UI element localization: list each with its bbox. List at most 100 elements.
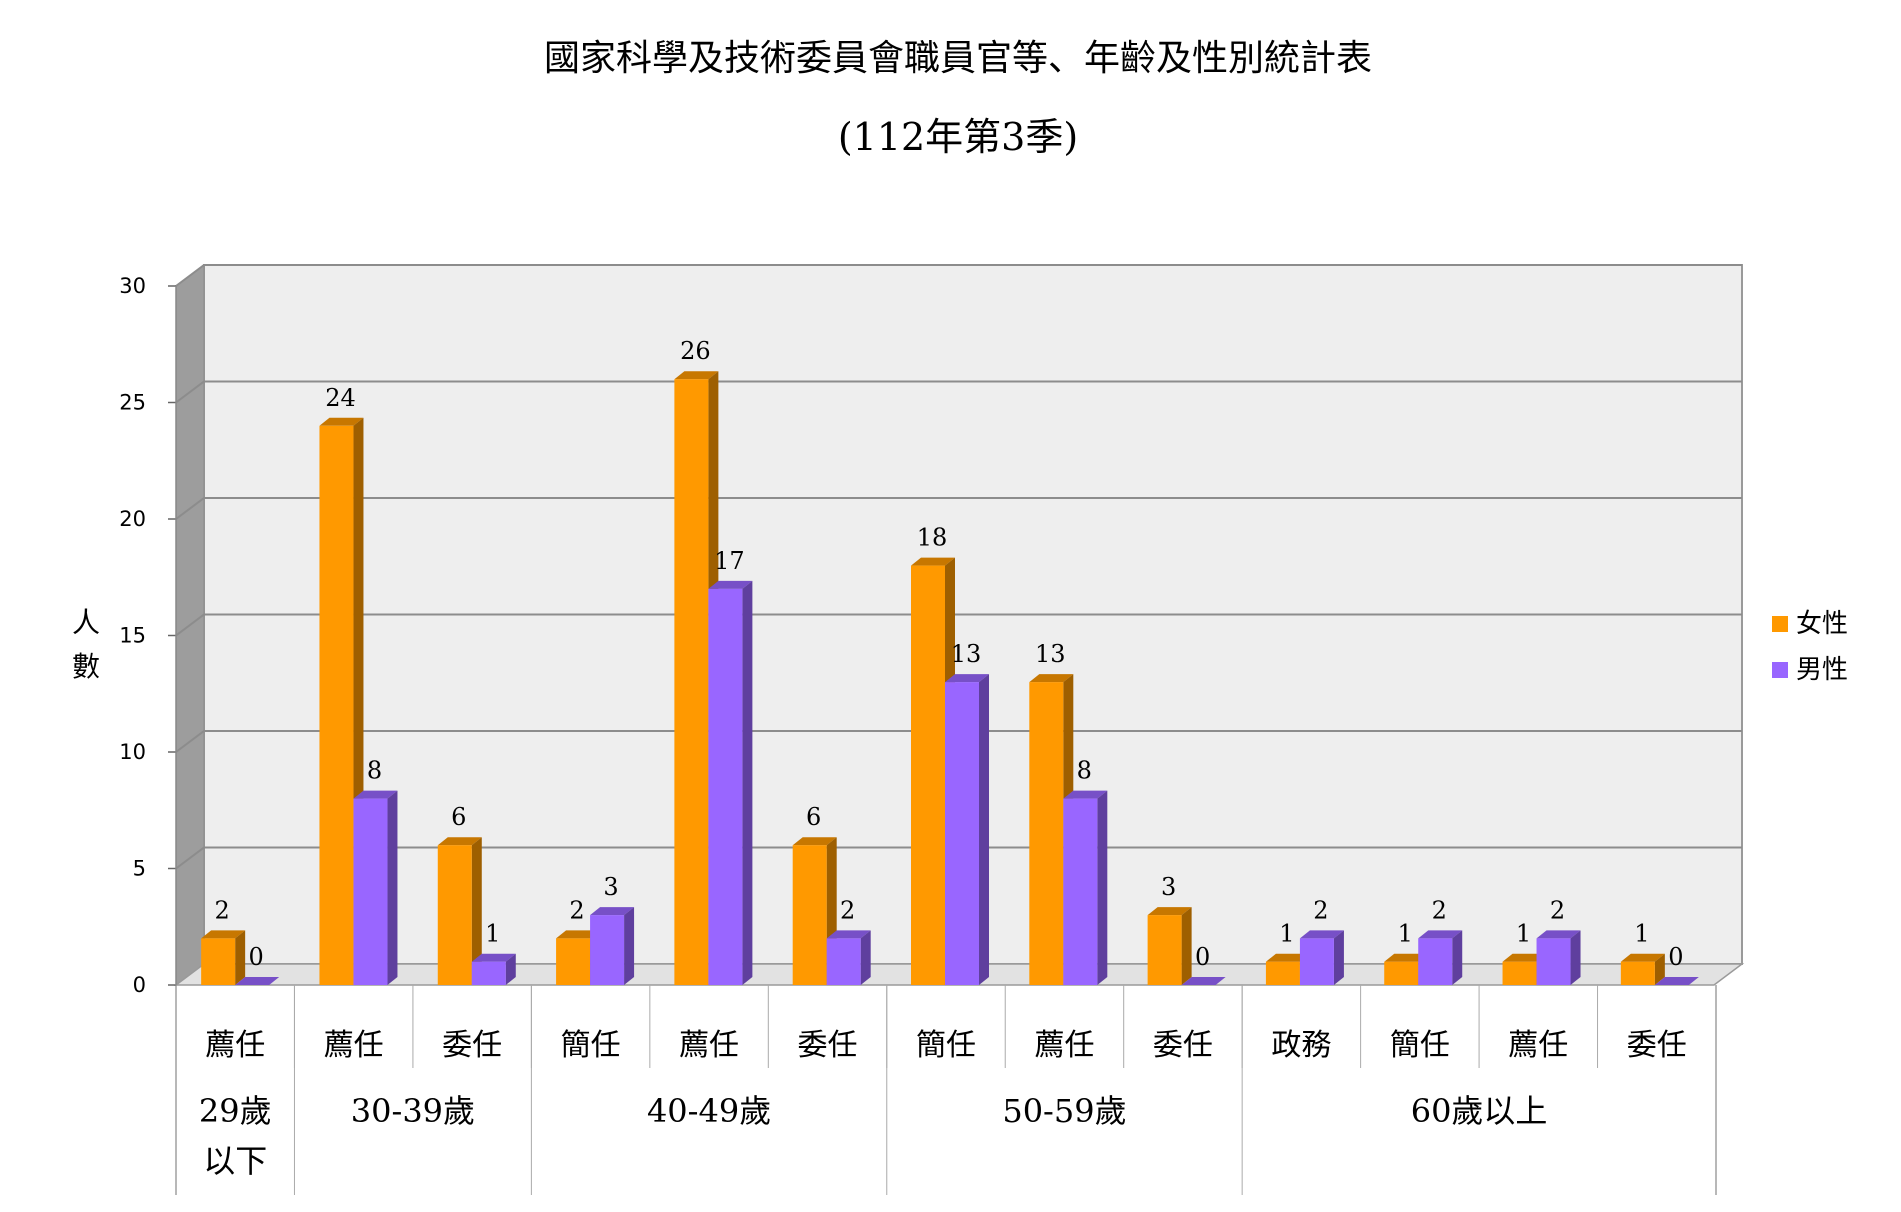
data-label: 0: [1195, 943, 1210, 971]
chart-subtitle: (112年第3季): [838, 115, 1078, 159]
bar-top: [1029, 674, 1074, 683]
bar-front: [1502, 961, 1537, 985]
data-label: 0: [249, 943, 264, 971]
data-label: 2: [840, 896, 855, 924]
bar-front: [1029, 682, 1064, 985]
category-label: 政務: [1271, 1028, 1331, 1063]
bar: [437, 837, 482, 985]
category-label: 委任: [442, 1028, 502, 1063]
bar-front: [945, 682, 979, 985]
data-label: 8: [1077, 757, 1092, 785]
bar-side: [1452, 930, 1463, 985]
bar-front: [1536, 938, 1571, 985]
y-tick-label: 30: [119, 274, 146, 298]
bar-top: [471, 953, 516, 962]
bar-front: [826, 938, 861, 985]
bar-top: [1265, 953, 1310, 962]
bar-side: [1333, 930, 1344, 985]
data-label: 1: [1516, 920, 1531, 948]
bar: [708, 580, 753, 985]
bar: [471, 953, 516, 985]
y-tick-label: 20: [119, 507, 146, 531]
group-label: 30-39歲: [351, 1092, 475, 1130]
y-tick-label: 15: [119, 624, 146, 648]
bar: [1299, 930, 1344, 985]
bar-front: [437, 845, 472, 985]
data-label: 17: [714, 547, 745, 575]
category-table: 薦任 薦任 委任 簡任 薦任 委任 簡任 薦任 委任 政務 簡任 薦任 委任 29歲以下 30-39歲 40-…: [175, 985, 1717, 1195]
bar-top: [1620, 953, 1665, 962]
gridline: [175, 846, 1742, 870]
bar-side: [979, 674, 989, 985]
y-tick-label: 10: [119, 740, 146, 764]
group-label: 40-49歲: [647, 1092, 771, 1130]
bar-front: [792, 845, 827, 985]
y-tick-label: 25: [119, 391, 146, 415]
bar-top: [319, 417, 364, 426]
bar-top: [201, 930, 246, 939]
bar-front: [1299, 938, 1334, 985]
data-label: 3: [1161, 873, 1176, 901]
bar-front: [674, 379, 709, 985]
data-label: 1: [1634, 920, 1649, 948]
bar-top: [945, 674, 989, 683]
gridline: [175, 613, 1742, 637]
bar-front: [1384, 961, 1419, 985]
category-label: 薦任: [205, 1028, 265, 1063]
legend-swatch: [1772, 662, 1788, 678]
data-label: 2: [1432, 896, 1447, 924]
bar-side: [1570, 930, 1581, 985]
bar: [353, 790, 398, 985]
bar: [319, 417, 364, 985]
bar-top: [826, 930, 871, 939]
bar-top: [1418, 930, 1463, 939]
data-label: 2: [569, 896, 584, 924]
bar: [1181, 977, 1226, 985]
bar-top: [1536, 930, 1581, 939]
bar-side: [1097, 790, 1108, 985]
bar: [945, 674, 989, 985]
data-label: 2: [215, 896, 230, 924]
bar: [1654, 977, 1699, 985]
data-label: 1: [1398, 920, 1413, 948]
bar-top: [235, 977, 280, 985]
bar-top: [1063, 790, 1108, 799]
bar-front: [471, 961, 506, 985]
bar-top: [1654, 977, 1699, 985]
bar-top: [911, 557, 955, 566]
data-label: 3: [603, 873, 618, 901]
y-axis-label-char: 人: [72, 606, 100, 639]
bar-front: [201, 938, 236, 985]
category-label: 簡任: [561, 1028, 621, 1063]
category-label: 委任: [798, 1028, 858, 1063]
category-label: 委任: [1627, 1028, 1687, 1063]
bar-top: [1384, 953, 1429, 962]
data-label: 13: [951, 640, 982, 668]
y-axis-label-char: 數: [72, 650, 100, 683]
bar-top: [792, 837, 837, 846]
bar-front: [319, 425, 354, 985]
category-label: 薦任: [1508, 1028, 1568, 1063]
bar-side: [235, 930, 246, 985]
bar: [826, 930, 871, 985]
chart-title: 國家科學及技術委員會職員官等、年齡及性別統計表: [544, 38, 1372, 79]
bar: [1620, 953, 1665, 985]
bar-top: [708, 580, 753, 589]
bar-front: [1265, 961, 1300, 985]
bar: [1418, 930, 1463, 985]
bar-side: [505, 953, 516, 985]
bar-top: [556, 930, 601, 939]
y-tick-label: 5: [133, 857, 146, 881]
bar: [1063, 790, 1108, 985]
bar-front: [911, 565, 945, 985]
data-label: 18: [917, 524, 948, 552]
bar-front: [590, 915, 625, 985]
bar: [590, 907, 635, 985]
bar-top: [353, 790, 398, 799]
bar-side: [1654, 953, 1665, 985]
data-label: 1: [1279, 920, 1294, 948]
bar-side: [471, 837, 482, 985]
